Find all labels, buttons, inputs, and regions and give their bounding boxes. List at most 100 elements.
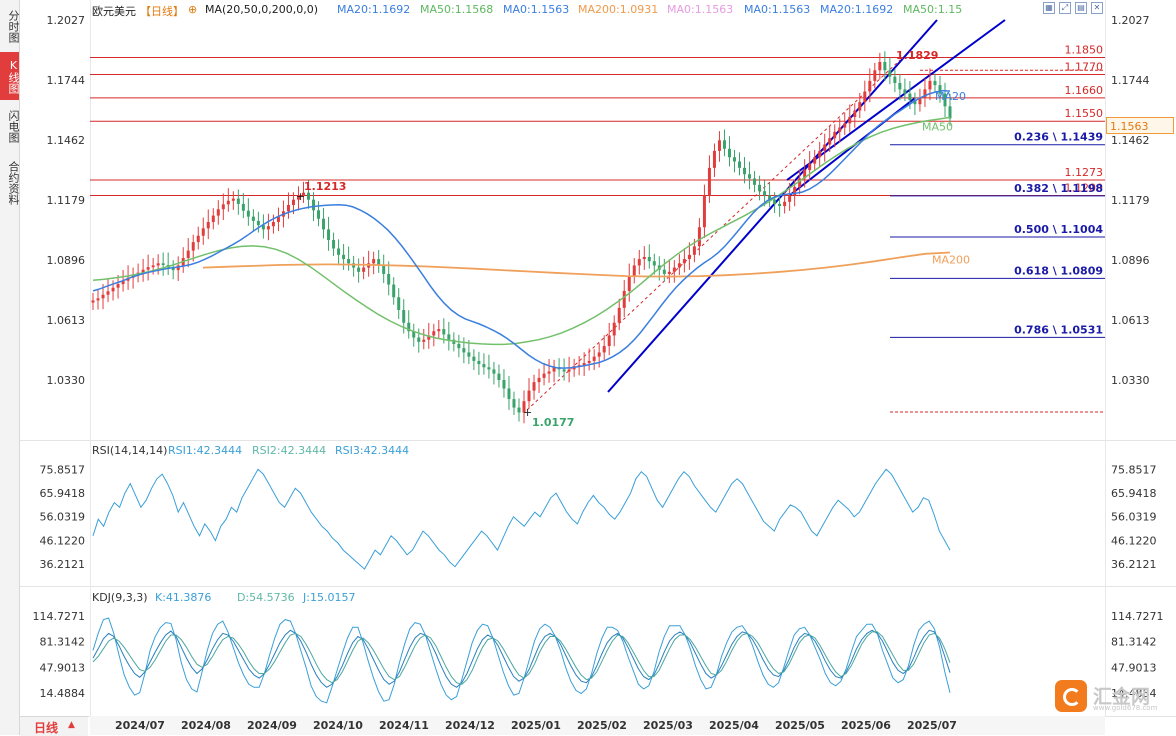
- candle-body: [116, 284, 120, 288]
- x-tick-label: 2025/02: [577, 719, 627, 732]
- candle-body: [246, 210, 250, 217]
- ma-value: MA50:1.1568: [420, 3, 494, 16]
- price-tick-label-left: 1.1179: [47, 194, 86, 207]
- ma-label: MA50: [922, 121, 953, 134]
- candle-body: [301, 192, 305, 196]
- candle-body: [467, 352, 471, 357]
- candle-body: [357, 267, 361, 272]
- candle-body: [347, 259, 351, 264]
- tab-candlestick-chart[interactable]: K线图: [0, 52, 20, 100]
- trend-line: [786, 19, 1006, 181]
- candle-body: [276, 216, 280, 222]
- x-tick-label: 2024/08: [181, 719, 231, 732]
- kdj-k-line: [92, 629, 951, 688]
- candle-body: [918, 97, 922, 105]
- candle-body: [221, 204, 225, 210]
- fib-label: 0.618 \ 1.0809: [1014, 264, 1103, 277]
- candle-body: [417, 337, 421, 342]
- candle-body: [342, 254, 346, 260]
- rsi-tick-label-right: 65.9418: [1111, 487, 1157, 500]
- candle-body: [888, 70, 892, 77]
- period-label[interactable]: 【日线】: [140, 5, 184, 18]
- rsi-tick-label-right: 36.2121: [1111, 558, 1157, 571]
- settings-circle-icon[interactable]: ⊕: [188, 3, 198, 16]
- candle-body: [151, 265, 155, 268]
- grid-icon[interactable]: ▦: [1043, 2, 1055, 14]
- ma50-line: [92, 116, 951, 346]
- candle-body: [492, 369, 496, 374]
- candle-body: [707, 167, 711, 196]
- candle-body: [717, 140, 721, 151]
- rsi-tick-label-left: 46.1220: [40, 534, 86, 547]
- x-tick-label: 2025/05: [775, 719, 825, 732]
- candle-body: [592, 356, 596, 361]
- x-tick-label: 2025/03: [643, 719, 693, 732]
- candle-body: [457, 343, 461, 349]
- low-annotation: 1.0177: [532, 416, 574, 429]
- rsi-legend-item: RSI1:42.3444: [168, 444, 242, 457]
- period-selector[interactable]: 日线 ▲: [20, 716, 88, 736]
- candle-body: [497, 373, 501, 380]
- rsi-tick-label-right: 75.8517: [1111, 464, 1157, 477]
- candle-body: [392, 284, 396, 298]
- candle-body: [637, 259, 641, 266]
- x-tick-label: 2025/07: [907, 719, 957, 732]
- candle-body: [327, 229, 331, 240]
- candle-body: [798, 178, 802, 187]
- ma-value: MA0:1.1563: [667, 3, 734, 16]
- watermark-brand: 汇金网: [1093, 686, 1151, 708]
- rsi-title: RSI(14,14,14): [92, 444, 167, 457]
- candle-body: [532, 382, 536, 391]
- kdj-legend-item: J:15.0157: [302, 591, 355, 604]
- rsi-legend-item: RSI3:42.3444: [335, 444, 409, 457]
- x-tick-label: 2024/09: [247, 719, 297, 732]
- tab-time-chart[interactable]: 分时图: [7, 9, 20, 43]
- price-tick-label-left: 1.1744: [47, 74, 86, 87]
- candle-body: [642, 256, 646, 260]
- candle-body: [362, 267, 366, 272]
- candle-body: [241, 203, 245, 211]
- candle-body: [622, 290, 626, 308]
- candle-body: [933, 80, 937, 86]
- candle-body: [602, 346, 606, 353]
- triangle-up-icon[interactable]: ▲: [68, 720, 75, 730]
- ma20-line: [92, 89, 951, 369]
- candle-body: [427, 335, 431, 340]
- candle-body: [472, 356, 476, 361]
- tab-contract-info[interactable]: 合约资料: [7, 161, 20, 205]
- candle-body: [597, 352, 601, 357]
- candle-body: [858, 102, 862, 111]
- candle-body: [296, 195, 300, 200]
- candle-body: [422, 339, 426, 342]
- candle-body: [577, 365, 581, 367]
- chart-icon[interactable]: ▤: [1075, 2, 1087, 14]
- sidebar: 分时图 K线图 闪电图 合约资料: [0, 0, 20, 735]
- candle-body: [322, 218, 326, 230]
- candle-body: [908, 93, 912, 100]
- fib-label: 0.382 \ 1.1198: [1014, 182, 1103, 195]
- tab-flash-chart[interactable]: 闪电图: [7, 109, 20, 143]
- chart-canvas: 1.0330 1.0330 1.0613 1.0613 1.0896 1.0896 1.11…: [20, 0, 1176, 735]
- expand-icon[interactable]: ⤢: [1059, 2, 1071, 14]
- kdj-legend-item: D:54.5736: [237, 591, 295, 604]
- candle-body: [727, 148, 731, 158]
- candle-body: [236, 198, 240, 204]
- candle-body: [682, 259, 686, 264]
- candle-body: [843, 123, 847, 128]
- crosshair-marker: +: [296, 190, 305, 203]
- candle-body: [702, 195, 706, 228]
- candle-body: [337, 248, 341, 255]
- close-icon[interactable]: ✕: [1091, 2, 1103, 14]
- candle-body: [788, 195, 792, 202]
- candle-body: [692, 246, 696, 255]
- level-label: 1.1273: [1065, 166, 1104, 179]
- ma-indicator-label[interactable]: MA(20,50,0,200,0,0): [205, 3, 319, 16]
- kdj-tick-label-right: 47.9013: [1111, 661, 1157, 674]
- candle-body: [527, 390, 531, 402]
- candle-body: [412, 331, 416, 338]
- candle-body: [286, 204, 290, 212]
- high-annotation: 1.1829: [896, 49, 938, 62]
- candle-body: [803, 169, 807, 179]
- period-selector-label[interactable]: 日线: [34, 721, 59, 735]
- candle-body: [793, 186, 797, 196]
